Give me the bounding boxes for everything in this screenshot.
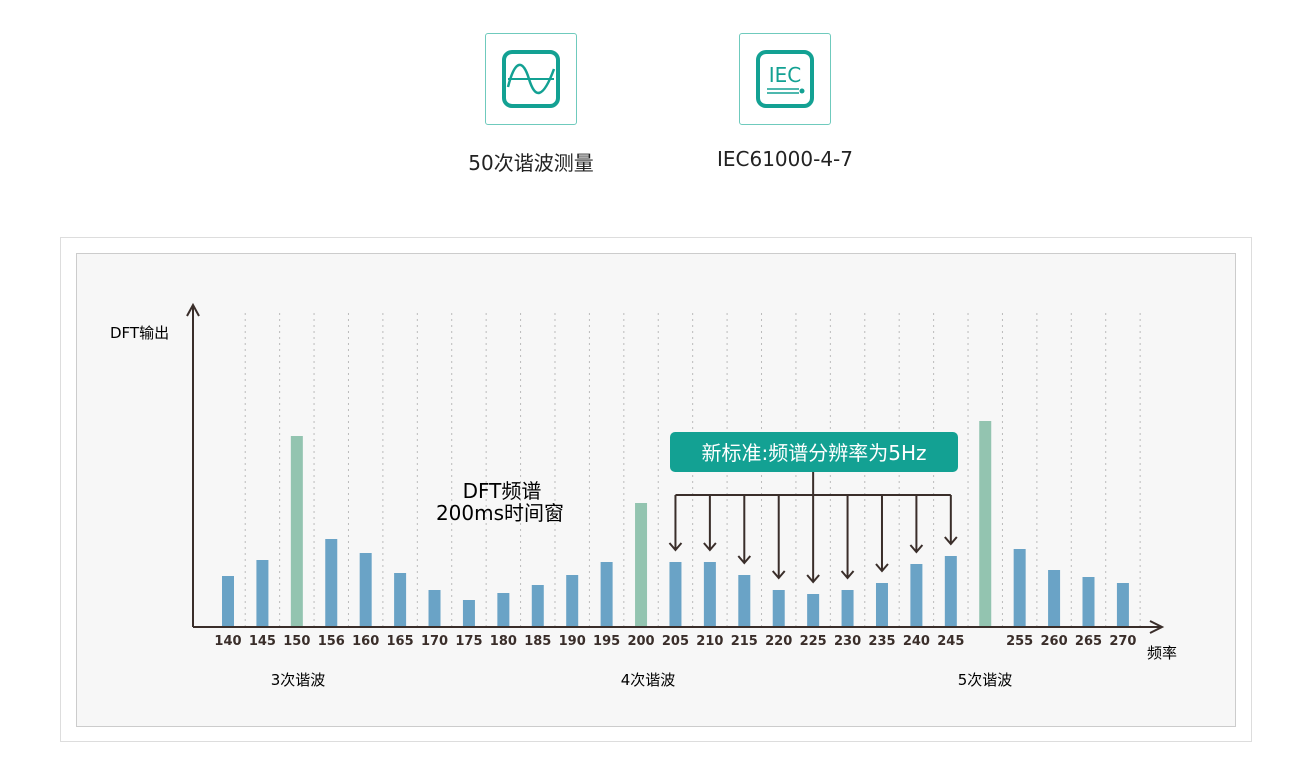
arrow-head bbox=[771, 570, 786, 580]
x-tick-label: 260 bbox=[1041, 634, 1068, 649]
annotation-line-1: DFT频谱 bbox=[463, 479, 542, 503]
x-tick-label: 160 bbox=[352, 634, 379, 649]
x-tick-label: 245 bbox=[937, 634, 964, 649]
x-tick-label: 210 bbox=[696, 634, 723, 649]
bar-245 bbox=[944, 556, 957, 626]
bar-200 bbox=[635, 503, 648, 626]
bar-195 bbox=[600, 562, 613, 626]
x-axis-label: 频率 bbox=[1147, 644, 1177, 662]
y-axis-label: DFT输出 bbox=[110, 324, 169, 342]
x-tick-label: 200 bbox=[627, 634, 654, 649]
arrow-head bbox=[668, 542, 683, 552]
x-tick-label: 235 bbox=[868, 634, 895, 649]
bar-240 bbox=[910, 564, 923, 626]
arrow-head bbox=[944, 536, 958, 546]
feature-iec: IEC IEC61000-4-7 bbox=[705, 33, 865, 171]
x-tick-label: 270 bbox=[1109, 634, 1136, 649]
bar-175 bbox=[462, 600, 475, 626]
arrow-head bbox=[737, 555, 752, 565]
bar-160 bbox=[359, 553, 372, 626]
svg-text:IEC: IEC bbox=[769, 63, 802, 87]
bar-165 bbox=[394, 573, 407, 626]
feature-harmonic: 50次谐波测量 bbox=[451, 33, 611, 176]
arrow-head bbox=[840, 570, 855, 580]
bar-225 bbox=[807, 594, 820, 626]
sine-wave-icon bbox=[485, 33, 577, 125]
x-tick-label: 175 bbox=[455, 634, 482, 649]
bar-156 bbox=[325, 539, 338, 626]
bar-260 bbox=[1048, 570, 1061, 626]
x-tick-label: 145 bbox=[249, 634, 276, 649]
x-tick-label: 225 bbox=[800, 634, 827, 649]
x-tick-label: 230 bbox=[834, 634, 861, 649]
callout-box bbox=[670, 432, 958, 472]
bar-265 bbox=[1082, 577, 1095, 626]
x-tick-label: 205 bbox=[662, 634, 689, 649]
bar-170 bbox=[428, 590, 441, 626]
arrow-head bbox=[875, 563, 889, 573]
x-tick-label: 150 bbox=[283, 634, 310, 649]
bar-250 bbox=[979, 421, 992, 626]
bar-220 bbox=[772, 590, 785, 626]
x-tick-label: 240 bbox=[903, 634, 930, 649]
x-tick-label: 185 bbox=[524, 634, 551, 649]
x-tick-label: 215 bbox=[731, 634, 758, 649]
bar-185 bbox=[531, 585, 544, 626]
iec-standard-icon: IEC bbox=[739, 33, 831, 125]
group-label: 5次谐波 bbox=[958, 671, 1013, 689]
group-label: 4次谐波 bbox=[621, 671, 676, 689]
arrow-head bbox=[806, 574, 820, 584]
bar-270 bbox=[1116, 583, 1129, 626]
bar-190 bbox=[566, 575, 579, 626]
x-tick-label: 156 bbox=[318, 634, 345, 649]
x-axis-arrow bbox=[1149, 620, 1165, 634]
x-tick-label: 255 bbox=[1006, 634, 1033, 649]
callout-text: 新标准:频谱分辨率为5Hz bbox=[702, 441, 927, 465]
bar-145 bbox=[256, 560, 269, 626]
y-axis-arrow bbox=[186, 302, 200, 317]
annotation-line-2: 200ms时间窗 bbox=[436, 501, 564, 525]
bar-150 bbox=[290, 436, 303, 626]
bar-255 bbox=[1013, 549, 1026, 626]
bar-235 bbox=[875, 583, 888, 626]
arrow-head bbox=[909, 544, 924, 554]
x-tick-label: 265 bbox=[1075, 634, 1102, 649]
bar-205 bbox=[669, 562, 682, 626]
bar-230 bbox=[841, 590, 854, 626]
x-tick-label: 220 bbox=[765, 634, 792, 649]
x-tick-label: 170 bbox=[421, 634, 448, 649]
x-tick-label: 140 bbox=[214, 634, 241, 649]
x-tick-label: 180 bbox=[490, 634, 517, 649]
bar-180 bbox=[497, 593, 510, 626]
x-tick-label: 165 bbox=[387, 634, 414, 649]
bar-215 bbox=[738, 575, 751, 626]
bar-140 bbox=[222, 576, 234, 626]
bar-210 bbox=[703, 562, 716, 626]
feature-label: 50次谐波测量 bbox=[468, 151, 594, 175]
chart-panel bbox=[76, 253, 1236, 727]
x-tick-label: 195 bbox=[593, 634, 620, 649]
feature-label: IEC61000-4-7 bbox=[716, 147, 853, 171]
x-tick-label: 190 bbox=[559, 634, 586, 649]
group-label: 3次谐波 bbox=[271, 671, 326, 689]
arrow-head bbox=[703, 542, 717, 552]
